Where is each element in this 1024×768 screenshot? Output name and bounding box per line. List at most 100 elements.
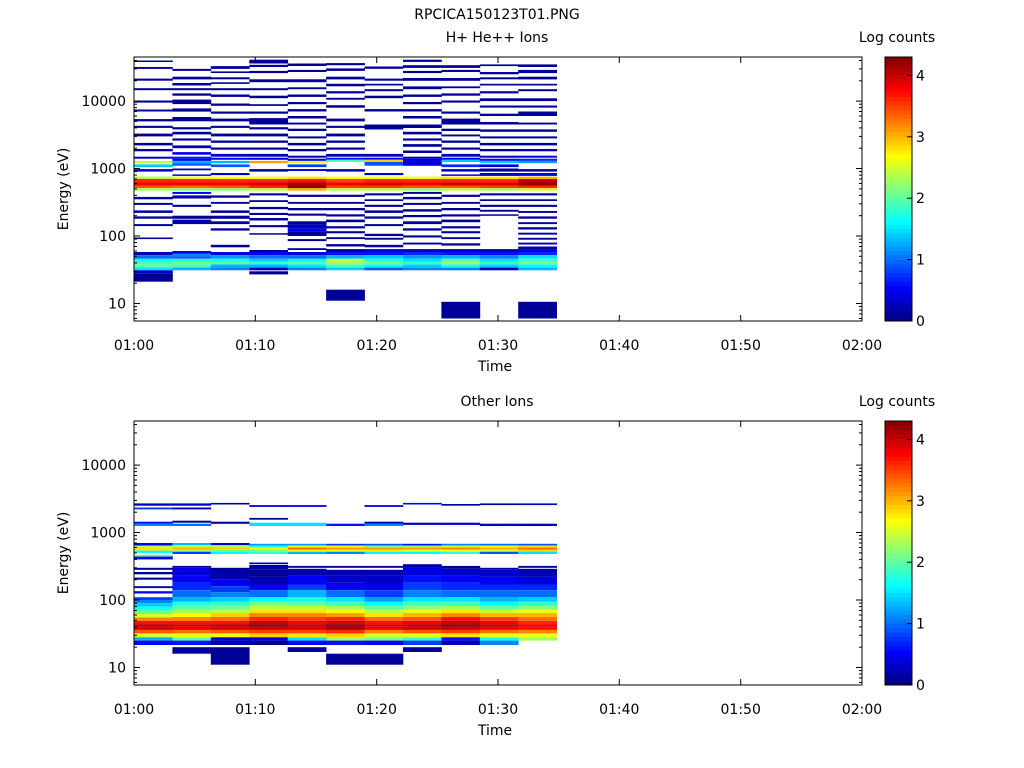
heatmap-cell [287,122,327,125]
heatmap-cell [441,605,481,610]
heatmap-cell [479,523,519,526]
heatmap-cell [210,637,250,641]
colorbar-segment [885,575,912,580]
heatmap-cell [134,176,173,179]
heatmap-cell [479,547,519,550]
heatmap-cell [134,577,173,580]
heatmap-cell [287,188,327,191]
heatmap-cell [249,545,289,548]
colorbar-segment [885,272,912,278]
heatmap-cell [134,591,173,594]
heatmap-cell [403,221,442,225]
heatmap-cell [326,640,365,645]
colorbar-segment [885,211,912,216]
heatmap-cell [172,549,212,552]
colorbar-segment [885,522,912,527]
heatmap-cell [518,64,557,67]
heatmap-cell [210,258,250,262]
heatmap-cell [441,637,481,641]
heatmap-cell [326,118,365,122]
colorbar-segment [885,307,912,313]
colorbar-segment [885,504,912,510]
heatmap-cell [287,102,327,105]
heatmap-cell [479,620,519,625]
heatmap-cell [249,250,289,252]
heatmap-cell [210,221,250,225]
heatmap-cell [210,267,250,271]
y-axis-label: Energy (eV) [56,148,72,231]
heatmap-cell [287,613,327,617]
colorbar-segment [885,175,912,181]
heatmap-cell [172,117,212,122]
colorbar-segment [885,610,912,615]
heatmap-cell [479,576,519,585]
heatmap-cell [441,504,481,506]
heatmap-cell [403,626,442,630]
colorbar-segment [885,588,912,593]
colorbar-frame [884,56,913,322]
heatmap-cell [210,543,250,546]
colorbar: 0 1 2 3 4 [884,56,925,330]
heatmap-cell [249,584,289,591]
heatmap-cell [364,237,404,240]
heatmap-cell [479,72,519,75]
heatmap-cell [403,601,442,606]
heatmap-cell [287,128,327,131]
heatmap-cell [364,95,404,99]
heatmap-cell [287,522,327,526]
heatmap-cell [364,521,404,524]
heatmap-cell [403,235,442,238]
heatmap-cell [249,95,289,99]
colorbar-segment [885,127,912,133]
heatmap-cell [479,164,519,168]
colorbar-segment [885,539,912,545]
colorbar-segment [885,180,912,185]
heatmap-cell [441,159,481,162]
colorbar-segment [885,136,912,141]
heatmap-cell [518,255,557,259]
colorbar-segment [885,312,912,317]
heatmap-cell [441,134,481,137]
heatmap-cell [172,174,212,176]
heatmap-cell [479,617,519,621]
heatmap-cell [364,233,404,237]
heatmap-cell [326,226,365,229]
heatmap-cell [326,188,365,191]
colorbar-segment [885,184,912,190]
heatmap-cell [210,179,250,183]
colorbar-segment [885,500,912,505]
colorbar-segment [885,74,912,80]
heatmap-cell [364,173,404,176]
colorbar-segment [885,456,912,461]
heatmap-cell [287,169,327,171]
heatmap-cell [134,196,173,200]
heatmap-cell [403,545,442,548]
heatmap-cell [326,633,365,638]
colorbar-segment [885,421,912,426]
heatmap-cell [403,261,442,265]
heatmap-cell [518,547,557,550]
heatmap-cell [287,617,327,621]
colorbar-tick-label: 3 [916,494,925,510]
colorbar-segment [885,544,912,549]
heatmap-cell [518,69,557,74]
heatmap-cell [287,176,327,179]
heatmap-cell [364,216,404,219]
heatmap-cell [479,193,519,196]
heatmap-cell [287,248,327,250]
heatmap-cell [134,185,173,189]
heatmap-cell [210,210,250,213]
heatmap-cell [134,620,173,625]
heatmap-cell [364,653,404,665]
heatmap-cell [326,91,365,94]
colorbar-segment [885,597,912,602]
heatmap-cell [249,551,289,554]
heatmap-cell [134,567,173,570]
heatmap-cell [364,551,404,554]
heatmap-cell [249,218,289,221]
heatmap-cell [210,160,250,164]
x-tick-label: 01:40 [599,338,639,354]
heatmap-cell [172,168,212,171]
heatmap-cell [172,145,212,149]
heatmap-cell [364,264,404,268]
